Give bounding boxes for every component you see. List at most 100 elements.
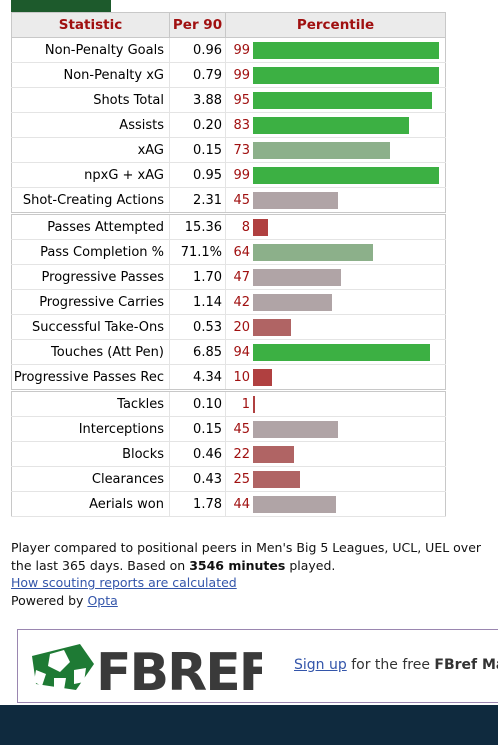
percentile-cell: 99: [225, 37, 446, 63]
percentile-value: 47: [233, 269, 250, 285]
stat-name: Shot-Creating Actions: [11, 187, 170, 214]
table-row: Assists 0.20 83: [11, 112, 446, 138]
percentile-cell: 47: [225, 264, 446, 290]
stat-name: Non-Penalty xG: [11, 62, 170, 88]
per90-value: 0.20: [169, 112, 226, 138]
percentile-value: 20: [233, 319, 250, 335]
table-row: Clearances 0.43 25: [11, 466, 446, 492]
per90-value: 0.46: [169, 441, 226, 467]
percentile-cell: 8: [225, 212, 446, 240]
percentile-cell: 83: [225, 112, 446, 138]
per90-value: 0.15: [169, 137, 226, 163]
per90-value: 1.78: [169, 491, 226, 517]
per90-value: 1.14: [169, 289, 226, 315]
table-row: Progressive Passes Rec 4.34 10: [11, 364, 446, 391]
per90-value: 4.34: [169, 364, 226, 391]
percentile-bar: [253, 319, 291, 336]
stat-name: Shots Total: [11, 87, 170, 113]
stat-name: Pass Completion %: [11, 239, 170, 265]
percentile-bar: [253, 42, 439, 59]
table-row: Non-Penalty Goals 0.96 99: [11, 37, 446, 63]
percentile-value: 42: [233, 294, 250, 310]
notes-text-end: played.: [285, 557, 336, 573]
table-row: Shot-Creating Actions 2.31 45: [11, 187, 446, 214]
percentile-bar: [253, 369, 272, 386]
percentile-cell: 99: [225, 62, 446, 88]
percentile-value: 10: [233, 369, 250, 385]
signup-text: Sign up for the free FBref Mai: [294, 657, 498, 673]
percentile-cell: 94: [225, 339, 446, 365]
stat-name: Blocks: [11, 441, 170, 467]
per90-value: 2.31: [169, 187, 226, 214]
stat-name: npxG + xAG: [11, 162, 170, 188]
percentile-bar: [253, 92, 432, 109]
header-per90[interactable]: Per 90: [169, 12, 226, 38]
table-row: Progressive Carries 1.14 42: [11, 289, 446, 315]
percentile-value: 95: [233, 92, 250, 108]
table-row: xAG 0.15 73: [11, 137, 446, 163]
table-row: Shots Total 3.88 95: [11, 87, 446, 113]
table-row: Non-Penalty xG 0.79 99: [11, 62, 446, 88]
per90-value: 0.79: [169, 62, 226, 88]
stat-name: Progressive Passes: [11, 264, 170, 290]
percentile-bar: [253, 421, 338, 438]
percentile-value: 8: [241, 219, 250, 235]
logo-wordmark: FBREF: [96, 643, 262, 694]
percentile-value: 64: [233, 244, 250, 260]
percentile-bar: [253, 67, 439, 84]
percentile-cell: 44: [225, 491, 446, 517]
fbref-signup-banner: FBREF Sign up for the free FBref Mai: [17, 629, 498, 703]
per90-value: 0.10: [169, 389, 226, 417]
table-row: Aerials won 1.78 44: [11, 491, 446, 517]
how-calculated-link[interactable]: How scouting reports are calculated: [11, 575, 237, 590]
percentile-cell: 25: [225, 466, 446, 492]
table-row: Passes Attempted 15.36 8: [11, 212, 446, 240]
percentile-value: 25: [233, 471, 250, 487]
opta-link[interactable]: Opta: [87, 592, 118, 608]
percentile-value: 83: [233, 117, 250, 133]
percentile-cell: 1: [225, 389, 446, 417]
soccer-ball-icon: [32, 644, 94, 690]
per90-value: 0.96: [169, 37, 226, 63]
notes-minutes: 3546 minutes: [189, 557, 286, 573]
percentile-bar: [253, 192, 338, 209]
signup-link[interactable]: Sign up: [294, 657, 347, 673]
table-row: Tackles 0.10 1: [11, 389, 446, 417]
table-row: Pass Completion % 71.1% 64: [11, 239, 446, 265]
percentile-cell: 73: [225, 137, 446, 163]
percentile-cell: 45: [225, 416, 446, 442]
percentile-value: 1: [241, 396, 250, 412]
table-row: Interceptions 0.15 45: [11, 416, 446, 442]
table-row: Blocks 0.46 22: [11, 441, 446, 467]
scouting-tab-stub[interactable]: [11, 0, 111, 12]
percentile-bar: [253, 167, 439, 184]
stat-name: Aerials won: [11, 491, 170, 517]
stat-name: Successful Take-Ons: [11, 314, 170, 340]
table-row: Successful Take-Ons 0.53 20: [11, 314, 446, 340]
per90-value: 0.53: [169, 314, 226, 340]
stat-name: Interceptions: [11, 416, 170, 442]
per90-value: 6.85: [169, 339, 226, 365]
header-statistic[interactable]: Statistic: [11, 12, 170, 38]
percentile-value: 22: [233, 446, 250, 462]
header-percentile[interactable]: Percentile: [225, 12, 446, 38]
stat-name: Clearances: [11, 466, 170, 492]
percentile-value: 99: [233, 67, 250, 83]
powered-by-label: Powered by: [11, 592, 88, 608]
percentile-cell: 99: [225, 162, 446, 188]
signup-middle: for the free: [346, 657, 435, 673]
percentile-value: 45: [233, 192, 250, 208]
percentile-cell: 64: [225, 239, 446, 265]
report-notes: Player compared to positional peers in M…: [11, 539, 498, 609]
percentile-cell: 42: [225, 289, 446, 315]
stat-name: Non-Penalty Goals: [11, 37, 170, 63]
percentile-cell: 22: [225, 441, 446, 467]
stat-name: Tackles: [11, 389, 170, 417]
percentile-bar: [253, 269, 341, 286]
per90-value: 0.15: [169, 416, 226, 442]
percentile-value: 94: [233, 344, 250, 360]
percentile-bar: [253, 496, 336, 513]
stat-name: xAG: [11, 137, 170, 163]
percentile-value: 44: [233, 496, 250, 512]
fbref-logo[interactable]: FBREF: [30, 642, 262, 694]
